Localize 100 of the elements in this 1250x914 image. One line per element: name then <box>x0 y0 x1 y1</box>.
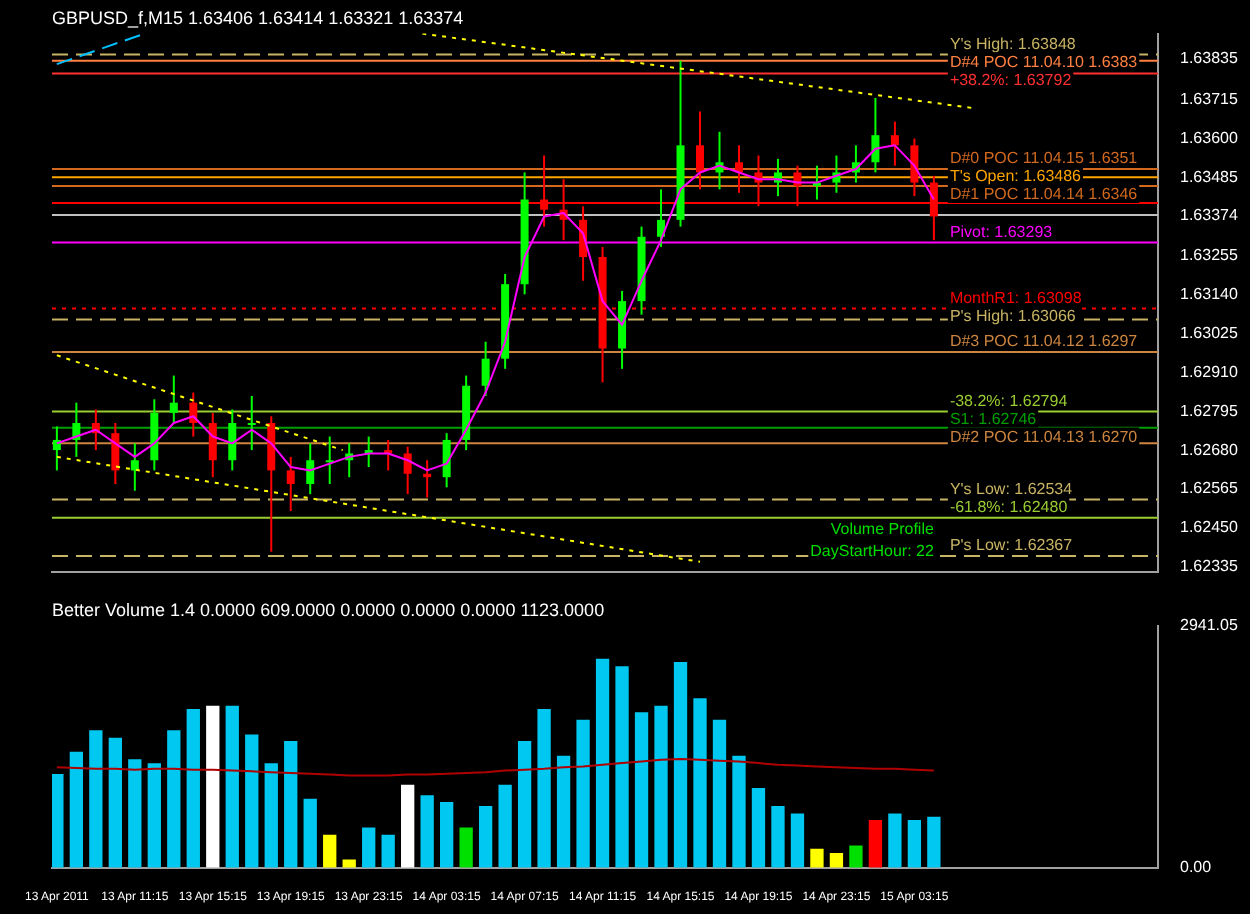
bar <box>69 751 84 868</box>
candlestick <box>208 411 217 479</box>
bar <box>556 755 571 868</box>
y-tick-label: 1.63025 <box>1180 323 1239 342</box>
candlestick <box>734 144 743 194</box>
y-tick-label: 0.00 <box>1180 858 1213 877</box>
bar <box>517 741 532 868</box>
bar <box>362 827 376 868</box>
candlestick <box>111 422 120 485</box>
candlestick <box>890 120 899 167</box>
bar <box>52 773 64 868</box>
bar <box>712 719 727 868</box>
bar <box>790 813 805 868</box>
bar <box>264 763 278 868</box>
bar <box>849 845 863 868</box>
candlestick <box>696 110 705 191</box>
ref-line-label: -38.2%: 1.62794 <box>949 391 1069 410</box>
ref-line-label: Y's High: 1.63848 <box>949 35 1077 53</box>
bar <box>751 787 766 868</box>
candlestick <box>403 445 412 496</box>
y-tick-label: 1.62795 <box>1180 401 1239 420</box>
bar <box>673 662 688 868</box>
bar <box>167 730 181 868</box>
bar <box>634 712 649 868</box>
y-tick-label: 1.63600 <box>1180 128 1239 147</box>
y-tick-label: 1.63255 <box>1180 245 1239 264</box>
bar <box>537 708 551 868</box>
candlestick <box>247 394 256 452</box>
ref-line-label: D#2 POC 11.04.13 1.6270 <box>949 427 1139 446</box>
ref-line-label: D#3 POC 11.04.12 1.6297 <box>949 332 1139 351</box>
bar <box>498 784 512 868</box>
bar <box>810 848 824 868</box>
bar <box>420 795 434 868</box>
bar <box>323 834 337 868</box>
candlestick <box>267 415 276 553</box>
candlestick <box>871 96 880 174</box>
bar <box>771 806 785 868</box>
y-tick-label: 1.62450 <box>1180 518 1239 537</box>
bar <box>381 834 395 868</box>
bar <box>303 798 317 868</box>
chart-title: GBPUSD_f,M15 1.63406 1.63414 1.63321 1.63374 <box>52 7 464 28</box>
ref-line-label: MonthR1: 1.63098 <box>949 288 1083 307</box>
y-tick-label: 1.63140 <box>1180 284 1239 303</box>
bar <box>284 741 298 868</box>
candlestick <box>286 455 295 513</box>
bar <box>128 759 142 868</box>
y-tick-label: 2941.05 <box>1180 616 1239 635</box>
y-tick-label: 1.62910 <box>1180 362 1239 381</box>
bar <box>576 719 590 868</box>
annotation: Volume Profile <box>830 520 935 539</box>
candlestick <box>618 289 627 370</box>
bar <box>907 820 922 868</box>
ref-line-label: D#1 POC 11.04.14 1.6346 <box>949 185 1139 204</box>
candlestick <box>325 435 334 485</box>
y-tick-label: 1.63715 <box>1180 90 1239 109</box>
bar <box>108 737 122 868</box>
ref-line-label: D#0 POC 11.04.15 1.6351 <box>949 149 1139 168</box>
chart-title: Better Volume 1.4 0.0000 609.0000 0.0000 0.0000 0.0000 1123.0000 <box>52 599 605 620</box>
y-tick-label: 1.63485 <box>1180 167 1239 186</box>
bar <box>89 730 103 868</box>
bar <box>206 705 220 868</box>
ref-line-label: -61.8%: 1.62480 <box>949 498 1069 517</box>
bar <box>401 784 415 868</box>
ref-line-label: T's Open: 1.63486 <box>949 167 1083 186</box>
y-tick-label: 1.63835 <box>1180 49 1239 68</box>
bar <box>186 708 200 868</box>
candlestick <box>481 340 490 397</box>
bar <box>225 705 239 868</box>
annotation: DayStartHour: 22 <box>810 542 935 561</box>
y-tick-label: 1.63374 <box>1180 205 1239 224</box>
bar <box>147 763 161 868</box>
ref-line-label: P's High: 1.63066 <box>949 306 1077 325</box>
bar <box>459 827 473 868</box>
bar <box>245 734 259 868</box>
bar <box>439 801 454 868</box>
candlestick <box>306 442 315 496</box>
candlestick <box>130 442 139 492</box>
bar <box>595 658 610 868</box>
ref-line-label: P's Low: 1.62367 <box>949 536 1074 555</box>
bar <box>868 820 883 868</box>
candlestick <box>150 398 159 472</box>
ref-line-label: D#4 POC 11.04.10 1.6383 <box>949 53 1139 71</box>
candlestick <box>442 432 451 489</box>
y-tick-label: 1.62335 <box>1180 557 1239 576</box>
bar <box>888 813 902 868</box>
ref-line-label: Y's Low: 1.62534 <box>949 479 1074 498</box>
ref-line-label: +38.2%: 1.63792 <box>949 71 1073 89</box>
bar <box>693 698 707 868</box>
candlestick <box>910 137 919 198</box>
bar <box>829 852 844 868</box>
candlestick <box>228 408 237 472</box>
bar <box>654 705 668 868</box>
y-tick-label: 1.62680 <box>1180 440 1239 459</box>
bar <box>732 755 746 868</box>
bar <box>927 816 941 868</box>
bar <box>478 806 493 868</box>
y-tick-label: 1.62565 <box>1180 479 1239 498</box>
bar <box>615 666 629 868</box>
ref-line-label: S1: 1.62746 <box>949 409 1038 428</box>
ref-line-label: Pivot: 1.63293 <box>949 222 1054 241</box>
